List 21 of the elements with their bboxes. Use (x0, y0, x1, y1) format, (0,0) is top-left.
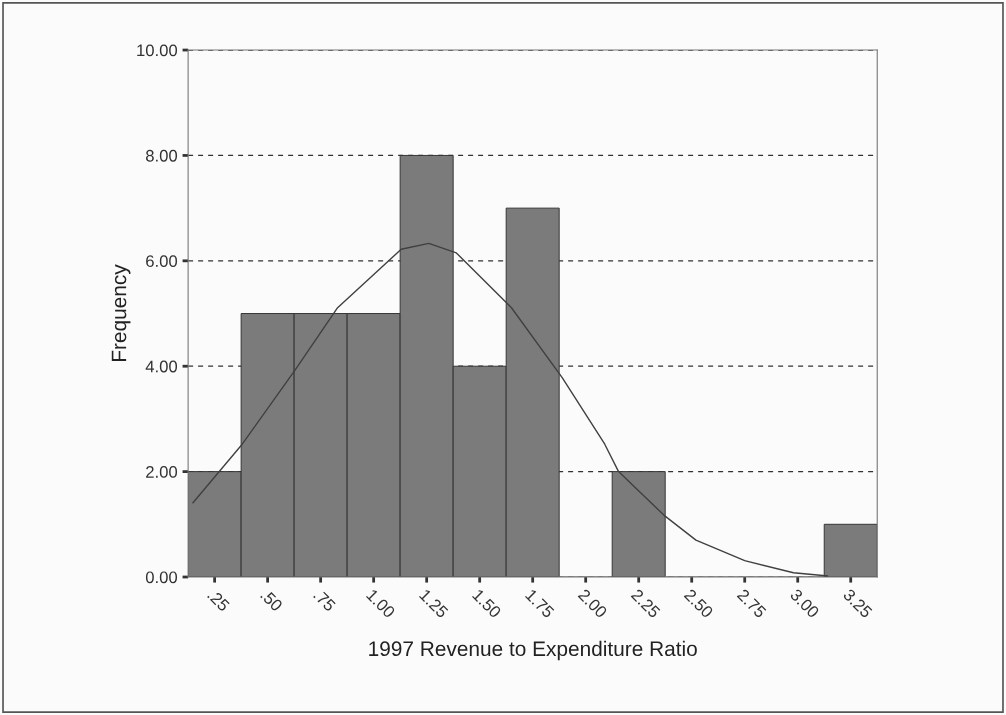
y-axis-title: Frequency (111, 264, 131, 362)
x-tick-label: 3.25 (842, 588, 873, 619)
x-tick-label: .25 (207, 588, 231, 612)
y-tick-label: 2.00 (146, 466, 178, 478)
x-tick-label: 2.75 (736, 588, 767, 619)
x-tick-label: 3.00 (789, 588, 820, 619)
x-tick-label: .50 (260, 588, 284, 612)
x-tick-label: .75 (313, 588, 337, 612)
y-tick-label: 4.00 (145, 360, 178, 373)
y-tick-label: 8.00 (145, 149, 178, 162)
y-tick-label: 6.00 (146, 255, 178, 268)
x-tick-label: 1.75 (524, 588, 555, 619)
x-tick-label: 1.50 (471, 588, 502, 619)
x-tick-label: 2.00 (577, 588, 608, 619)
y-tick-label: 0.00 (145, 571, 178, 584)
x-tick-label: 1.00 (365, 588, 396, 619)
x-axis-title: 1997 Revenue to Expenditure Ratio (369, 640, 697, 661)
y-tick-label: 10.00 (137, 44, 178, 57)
x-tick-label: 1.25 (418, 588, 449, 619)
x-tick-label: 2.25 (630, 588, 661, 619)
x-tick-label: 2.50 (683, 588, 714, 619)
